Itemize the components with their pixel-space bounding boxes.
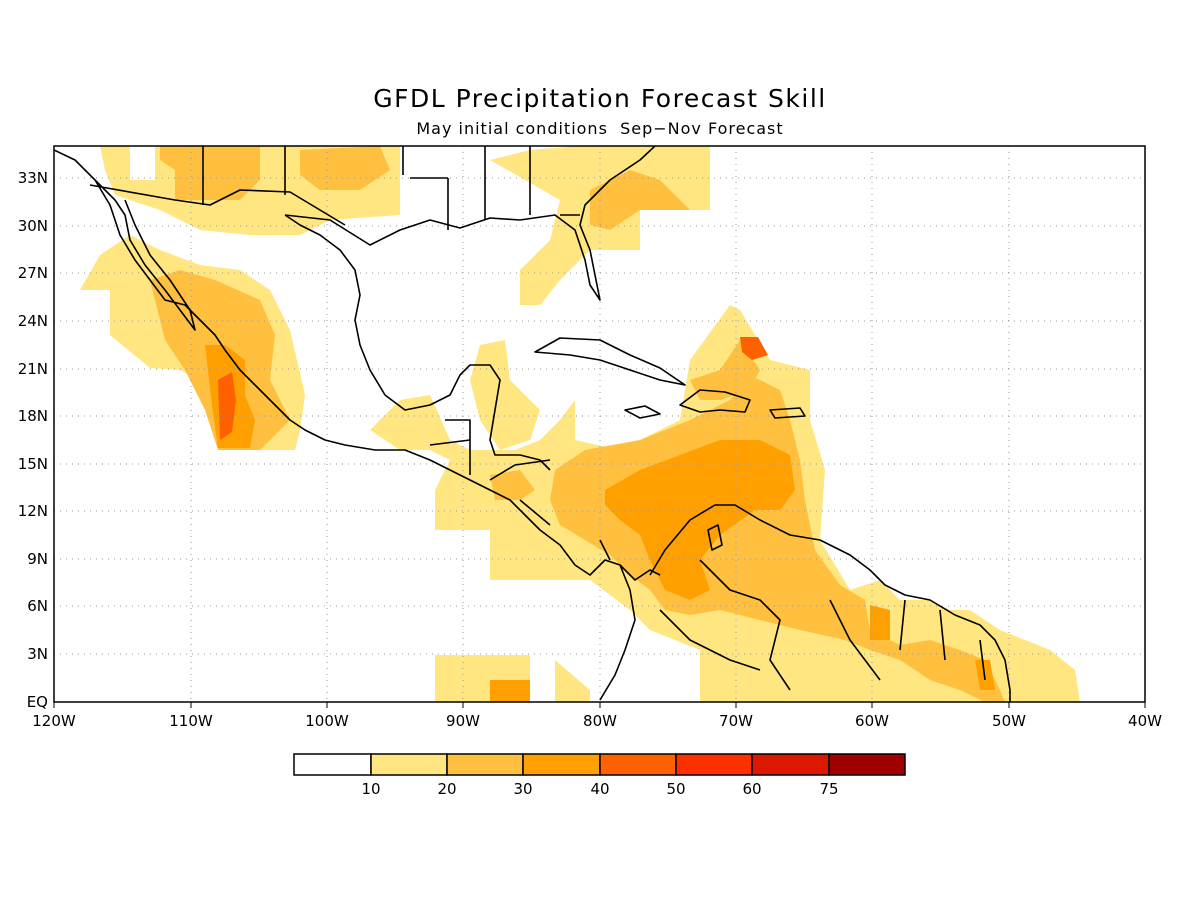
skill-region-guiana-coast <box>870 605 890 640</box>
legend-label: 20 <box>437 780 456 798</box>
legend-swatch <box>599 753 677 776</box>
legend-label: 10 <box>361 780 380 798</box>
legend-swatch <box>828 753 906 776</box>
legend-labels: 10 20 30 40 50 60 75 <box>361 780 838 798</box>
legend-swatch <box>293 753 372 776</box>
lat-tick-label: 33N <box>18 169 48 187</box>
maracaibo-lake <box>707 524 723 551</box>
map-subtitle: May initial conditions Sep−Nov Forecast <box>416 119 784 138</box>
skill-shading <box>80 146 1080 702</box>
south-america-coastline <box>649 504 1011 702</box>
central-america-borders <box>429 419 611 561</box>
legend-swatch <box>446 753 524 776</box>
legend-label: 30 <box>513 780 532 798</box>
lat-tick-label: 24N <box>18 312 48 330</box>
coastlines <box>54 146 1011 702</box>
lon-tick-label: 40W <box>1128 712 1162 730</box>
lat-tick-label: 9N <box>27 550 48 568</box>
legend-label: 75 <box>819 780 838 798</box>
jamaica-coastline <box>624 405 661 419</box>
lon-tick-label: 60W <box>855 712 889 730</box>
legend-label: 60 <box>742 780 761 798</box>
lon-tick-label: 100W <box>305 712 349 730</box>
color-legend <box>293 753 906 776</box>
pacific-coastline <box>54 149 661 581</box>
legend-swatch <box>370 753 448 776</box>
lat-tick-label: EQ <box>27 693 48 711</box>
skill-region-eq-colombia <box>555 660 590 702</box>
skill-region-mexico-max <box>218 372 236 440</box>
legend-label: 40 <box>590 780 609 798</box>
skill-region-eq-pacific-core <box>490 680 530 702</box>
south-america-borders <box>659 559 986 691</box>
skill-region-carolinas <box>590 170 690 230</box>
legend-swatch <box>751 753 830 776</box>
skill-region-gulf-yucatan <box>470 340 540 450</box>
lat-tick-labels: EQ 3N 6N 9N 12N 15N 18N 21N 24N 27N 30N … <box>18 169 48 711</box>
lon-tick-label: 120W <box>32 712 76 730</box>
lat-tick-label: 15N <box>18 455 48 473</box>
skill-region-caribbean-core <box>550 375 1005 702</box>
us-gulf-coast <box>284 146 656 301</box>
legend-swatch <box>675 753 753 776</box>
baja-coastline <box>94 179 196 331</box>
gulf-coastline <box>284 214 551 471</box>
skill-region-arizona <box>160 146 260 200</box>
lon-tick-label: 80W <box>583 712 617 730</box>
tick-marks <box>53 702 1146 708</box>
skill-region-new-mexico <box>300 146 390 190</box>
lat-tick-label: 6N <box>27 597 48 615</box>
skill-region-caribbean-max <box>605 440 795 600</box>
us-state-lines <box>202 146 580 230</box>
lon-tick-label: 70W <box>719 712 753 730</box>
lat-tick-label: 3N <box>27 645 48 663</box>
legend-label: 50 <box>666 780 685 798</box>
lat-tick-label: 21N <box>18 360 48 378</box>
lat-tick-label: 12N <box>18 502 48 520</box>
skill-region-hispaniola <box>690 340 760 400</box>
legend-swatch <box>522 753 601 776</box>
lat-tick-label: 18N <box>18 407 48 425</box>
skill-region-gulf-honduras <box>490 470 535 500</box>
lon-tick-labels: 120W 110W 100W 90W 80W 70W 60W 50W 40W <box>32 712 1162 730</box>
lat-tick-label: 30N <box>18 217 48 235</box>
us-mexico-border <box>89 184 346 226</box>
colombia-pacific-coast <box>599 564 636 701</box>
lon-tick-label: 50W <box>992 712 1026 730</box>
skill-region-bahamas-max <box>740 337 768 360</box>
cuba-coastline <box>534 337 686 386</box>
lon-tick-label: 110W <box>169 712 213 730</box>
lon-tick-label: 90W <box>446 712 480 730</box>
puerto-rico-coastline <box>769 407 806 419</box>
hispaniola-coastline <box>679 389 751 413</box>
map-title: GFDL Precipitation Forecast Skill <box>373 84 827 113</box>
lat-tick-label: 27N <box>18 264 48 282</box>
